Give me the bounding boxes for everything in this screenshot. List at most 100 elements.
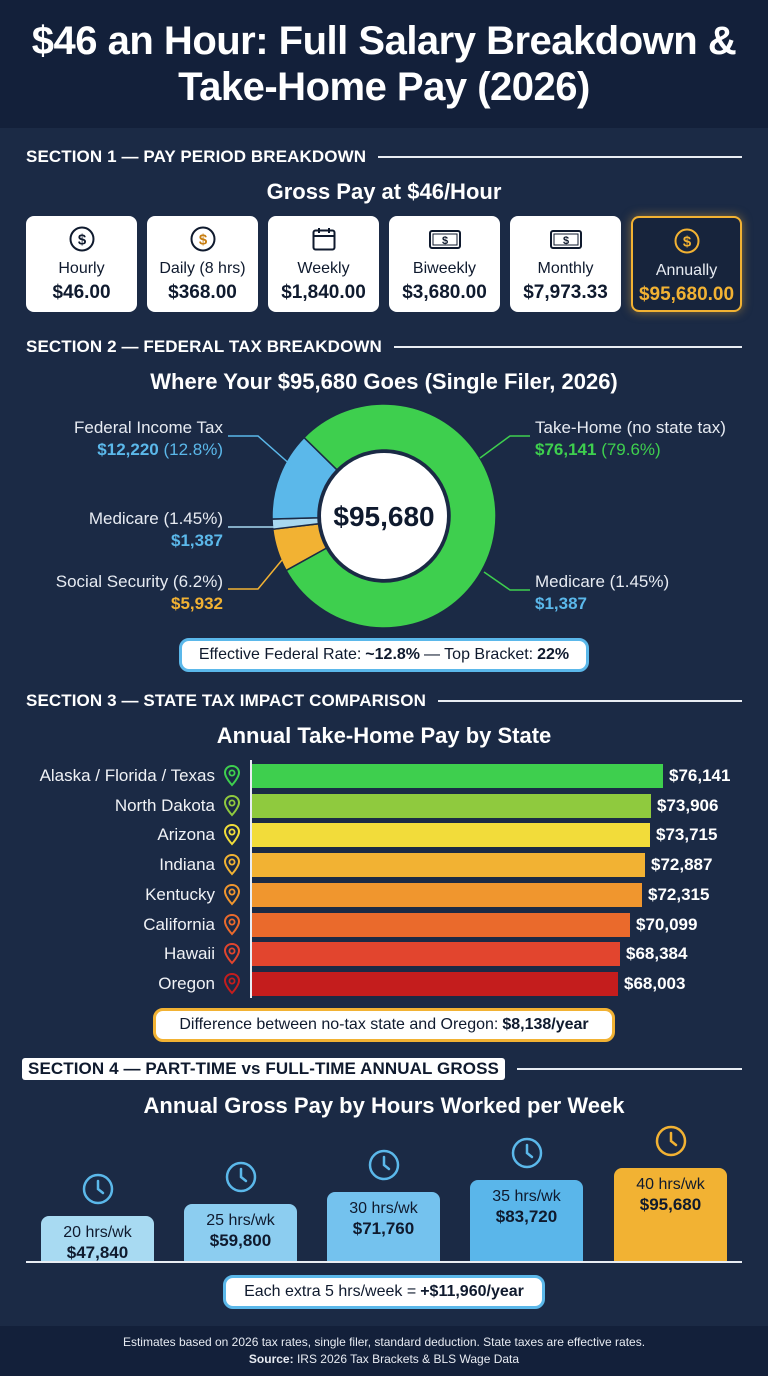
pay-card-label: Hourly bbox=[58, 260, 105, 277]
hours-bar-label: 35 hrs/wk bbox=[492, 1188, 561, 1205]
state-bar bbox=[252, 882, 642, 907]
hours-bar-label: 25 hrs/wk bbox=[206, 1212, 275, 1229]
state-row: Oregon $68,003 bbox=[0, 971, 768, 997]
pay-period-cards: $ Hourly $46.00 $ Daily (8 hrs) $368.00 … bbox=[26, 216, 742, 312]
section3-heading: SECTION 3 — STATE TAX IMPACT COMPARISON bbox=[26, 690, 742, 712]
clock-icon bbox=[225, 1161, 256, 1193]
label-name: Medicare (1.45%) bbox=[88, 509, 223, 528]
label-value: $1,387 bbox=[171, 531, 223, 550]
leader-line-medicare-right bbox=[483, 571, 530, 591]
location-pin-icon bbox=[223, 794, 241, 817]
footer-source-text: IRS 2026 Tax Brackets & BLS Wage Data bbox=[296, 1352, 520, 1366]
pay-card-biweekly: $ Biweekly $3,680.00 bbox=[389, 216, 500, 312]
page-title: $46 an Hour: Full Salary Breakdown & Tak… bbox=[31, 19, 737, 109]
hours-bar-value: $71,760 bbox=[352, 1219, 415, 1238]
state-row: Alaska / Florida / Texas $76,141 bbox=[0, 763, 768, 789]
pay-card-label: Monthly bbox=[537, 260, 594, 277]
state-bar-value: $73,715 bbox=[656, 825, 718, 845]
leader-line-ss bbox=[228, 559, 283, 590]
extra-hours-pill: Each extra 5 hrs/week = +$11,960/year bbox=[223, 1275, 545, 1309]
pay-card-value: $95,680.00 bbox=[638, 284, 735, 305]
pay-card-value: $7,973.33 bbox=[523, 282, 608, 303]
location-pin-icon bbox=[223, 913, 241, 935]
footer-source-label: Source: bbox=[248, 1352, 294, 1366]
section-divider bbox=[378, 156, 742, 158]
svg-text:$: $ bbox=[198, 232, 207, 249]
state-bar-value: $70,099 bbox=[636, 914, 698, 934]
state-bar-value: $68,003 bbox=[624, 973, 686, 993]
state-difference-pill: Difference between no-tax state and Oreg… bbox=[153, 1008, 615, 1042]
donut-label-federal: Federal Income Tax $12,220 (12.8%) bbox=[74, 417, 223, 461]
state-bar bbox=[252, 853, 645, 878]
rate-prefix: Effective Federal Rate: bbox=[198, 646, 362, 663]
section1-subtitle: Gross Pay at $46/Hour bbox=[266, 179, 502, 204]
pay-card-weekly: Weekly $1,840.00 bbox=[268, 216, 379, 312]
location-pin-icon bbox=[223, 854, 241, 876]
hours-bar-value: $59,800 bbox=[209, 1231, 272, 1250]
section4-subtitle: Annual Gross Pay by Hours Worked per Wee… bbox=[143, 1093, 625, 1118]
state-name: Kentucky bbox=[145, 884, 215, 904]
state-bar-value: $68,384 bbox=[626, 944, 688, 964]
footer: Estimates based on 2026 tax rates, singl… bbox=[0, 1326, 768, 1376]
section1-heading-text: SECTION 1 — PAY PERIOD BREAKDOWN bbox=[26, 147, 367, 166]
label-pct: (79.6%) bbox=[601, 440, 661, 459]
clock-icon bbox=[511, 1137, 542, 1169]
banknote-icon: $ bbox=[510, 226, 621, 252]
state-name: Indiana bbox=[159, 855, 215, 875]
section2-heading: SECTION 2 — FEDERAL TAX BREAKDOWN bbox=[26, 336, 742, 358]
hours-bar: 20 hrs/wk $47,840 bbox=[41, 1216, 154, 1262]
donut-label-medicare-right: Medicare (1.45%) $1,387 bbox=[535, 571, 669, 615]
donut-slice-takehome bbox=[285, 403, 497, 629]
title-band: $46 an Hour: Full Salary Breakdown & Tak… bbox=[0, 0, 768, 128]
section3-subtitle: Annual Take-Home Pay by State bbox=[216, 723, 552, 748]
hours-bar: 40 hrs/wk $95,680 bbox=[614, 1168, 727, 1261]
donut-label-social-security: Social Security (6.2%) $5,932 bbox=[56, 571, 223, 615]
section-divider bbox=[516, 1068, 742, 1070]
difference-prefix: Difference between no-tax state and Oreg… bbox=[179, 1016, 499, 1033]
dollar-circle-icon: $ bbox=[26, 226, 137, 252]
state-chart-axis bbox=[250, 760, 252, 998]
state-bar-value: $76,141 bbox=[669, 766, 731, 785]
state-row: Indiana $72,887 bbox=[0, 852, 768, 878]
donut-label-takehome: Take-Home (no state tax) $76,141 (79.6%) bbox=[535, 417, 726, 461]
section3-heading-text: SECTION 3 — STATE TAX IMPACT COMPARISON bbox=[26, 691, 426, 710]
state-name: Hawaii bbox=[163, 944, 215, 964]
state-bar-value: $72,315 bbox=[648, 884, 710, 904]
label-name: Take-Home (no state tax) bbox=[535, 418, 726, 437]
pay-card-value: $368.00 bbox=[168, 282, 237, 303]
hours-bar-label: 30 hrs/wk bbox=[349, 1200, 418, 1217]
label-value: $76,141 bbox=[535, 440, 597, 459]
hours-bar-label: 40 hrs/wk bbox=[636, 1176, 705, 1193]
label-pct: (12.8%) bbox=[163, 440, 223, 459]
location-pin-icon bbox=[223, 943, 241, 965]
dollar-circle-icon: $ bbox=[633, 228, 740, 254]
svg-text:$: $ bbox=[562, 235, 568, 247]
state-name: Alaska / Florida / Texas bbox=[39, 766, 215, 785]
dollar-circle-icon: $ bbox=[147, 226, 258, 252]
leader-line-federal bbox=[228, 435, 293, 467]
difference-value: $8,138/year bbox=[502, 1016, 589, 1033]
svg-text:$: $ bbox=[77, 232, 86, 249]
state-bar-value: $73,906 bbox=[657, 795, 719, 815]
pay-card-value: $1,840.00 bbox=[281, 282, 366, 303]
donut-slice-federal bbox=[271, 436, 338, 520]
location-pin-icon bbox=[223, 972, 241, 995]
hours-bar-label: 20 hrs/wk bbox=[63, 1224, 132, 1241]
pay-card-value: $3,680.00 bbox=[402, 282, 487, 303]
label-name: Social Security (6.2%) bbox=[55, 572, 223, 591]
label-name: Federal Income Tax bbox=[74, 418, 223, 437]
state-name: California bbox=[143, 914, 215, 934]
state-row: Arizona $73,715 bbox=[0, 822, 768, 848]
label-value: $12,220 bbox=[97, 440, 159, 459]
location-pin-icon bbox=[223, 883, 241, 906]
section2-heading-text: SECTION 2 — FEDERAL TAX BREAKDOWN bbox=[26, 337, 382, 356]
hours-bar: 35 hrs/wk $83,720 bbox=[470, 1180, 583, 1261]
donut-label-medicare-left: Medicare (1.45%) $1,387 bbox=[89, 508, 223, 552]
section4-heading-text: SECTION 4 — PART-TIME vs FULL-TIME ANNUA… bbox=[22, 1058, 505, 1080]
rate-mid: — Top Bracket: bbox=[424, 646, 534, 663]
state-name: Arizona bbox=[157, 825, 215, 845]
donut-center bbox=[321, 453, 447, 579]
pay-card-hourly: $ Hourly $46.00 bbox=[26, 216, 137, 312]
state-name: Oregon bbox=[158, 973, 215, 993]
label-value: $5,932 bbox=[171, 594, 223, 613]
